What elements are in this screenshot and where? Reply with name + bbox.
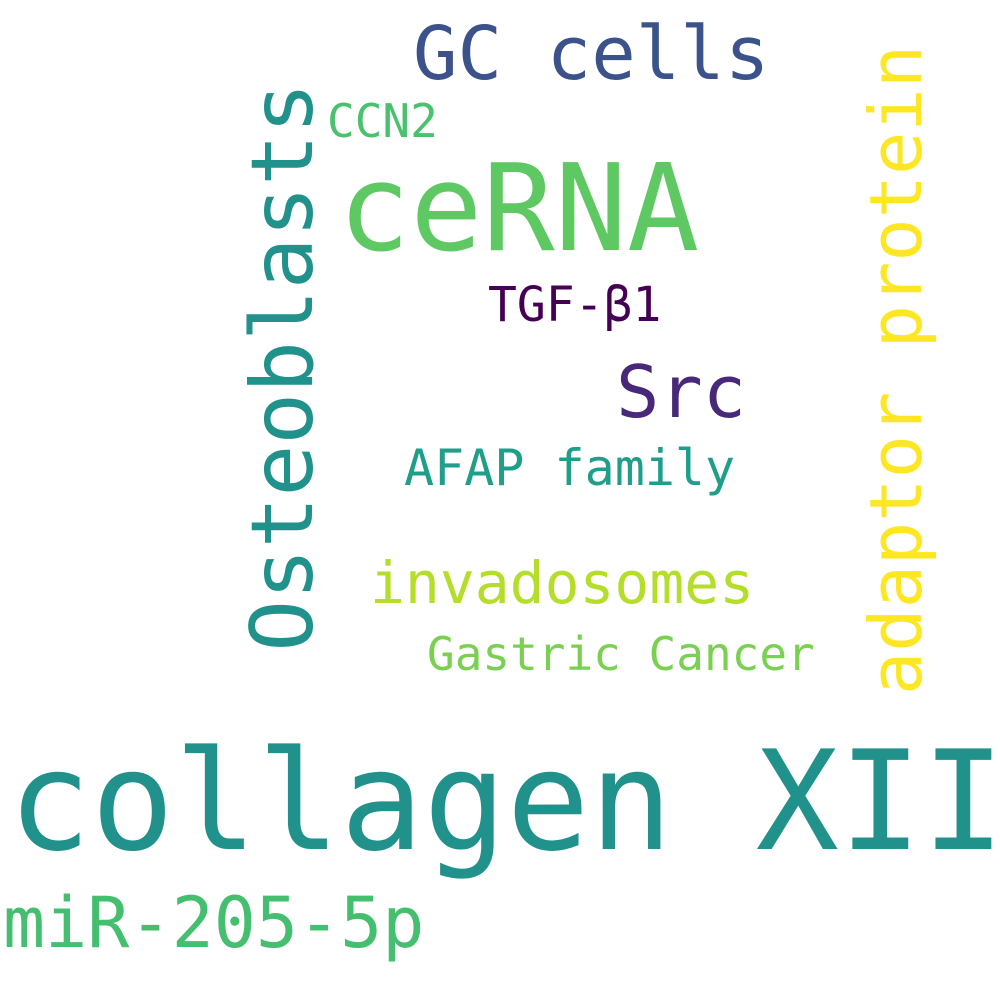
- word-src: Src: [616, 350, 747, 434]
- word-adaptor-protein: adaptor protein: [854, 44, 938, 696]
- word-afap-family: AFAP family: [404, 439, 736, 497]
- word-invadosomes: invadosomes: [370, 549, 755, 617]
- word-tgf-beta1: TGF-β1: [488, 277, 662, 333]
- word-osteoblasts: Osteoblasts: [233, 82, 333, 652]
- word-ccn2: CCN2: [327, 94, 438, 148]
- word-collagen-xiia: collagen XIIa: [8, 721, 1000, 882]
- word-cerna: ceRNA: [338, 140, 700, 279]
- word-mir-205-5p: miR-205-5p: [3, 882, 425, 964]
- word-gc-cells: GC cells: [413, 11, 770, 97]
- word-gastric-cancer: Gastric Cancer: [427, 627, 815, 681]
